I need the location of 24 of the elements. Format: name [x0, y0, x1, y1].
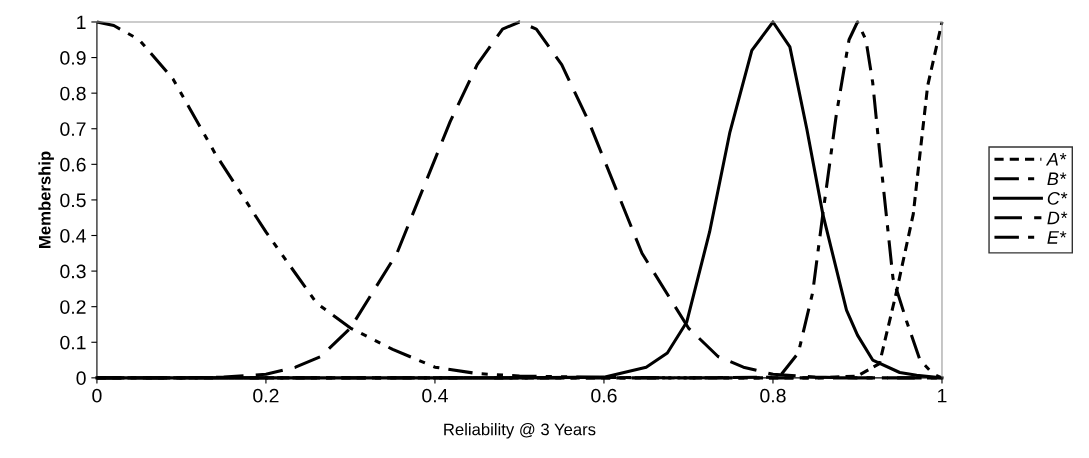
y-tick-label: 0.3 — [60, 264, 86, 279]
y-tick-label: 0.7 — [60, 122, 86, 136]
y-tick-label: 1 — [77, 15, 86, 30]
x-tick-label: 0.8 — [760, 388, 786, 403]
x-tick-label: 0.2 — [253, 388, 279, 403]
legend-label: E* — [1047, 231, 1067, 244]
y-tick-label: 0.2 — [60, 300, 86, 314]
y-tick-label: 0.9 — [60, 51, 86, 65]
x-tick-label: 0.4 — [422, 388, 448, 403]
y-tick-label: 0.6 — [60, 157, 86, 172]
legend-label: A* — [1045, 153, 1067, 166]
x-tick-label: 1 — [938, 388, 947, 403]
x-axis-title: Reliability @ 3 Years — [444, 423, 596, 439]
y-tick-label: 0.4 — [60, 228, 86, 243]
legend-label: B* — [1047, 172, 1067, 186]
x-tick-label: 0.6 — [591, 388, 617, 403]
y-axis-title: Membership — [38, 151, 54, 248]
y-tick-label: 0.8 — [60, 86, 86, 101]
y-tick-label: 0.1 — [60, 335, 86, 350]
y-tick-label: 0 — [76, 371, 86, 386]
legend-label: C* — [1047, 191, 1068, 205]
legend-label: D* — [1047, 211, 1068, 225]
y-tick-label: 0.5 — [60, 193, 86, 208]
x-tick-label: 0 — [92, 388, 102, 403]
